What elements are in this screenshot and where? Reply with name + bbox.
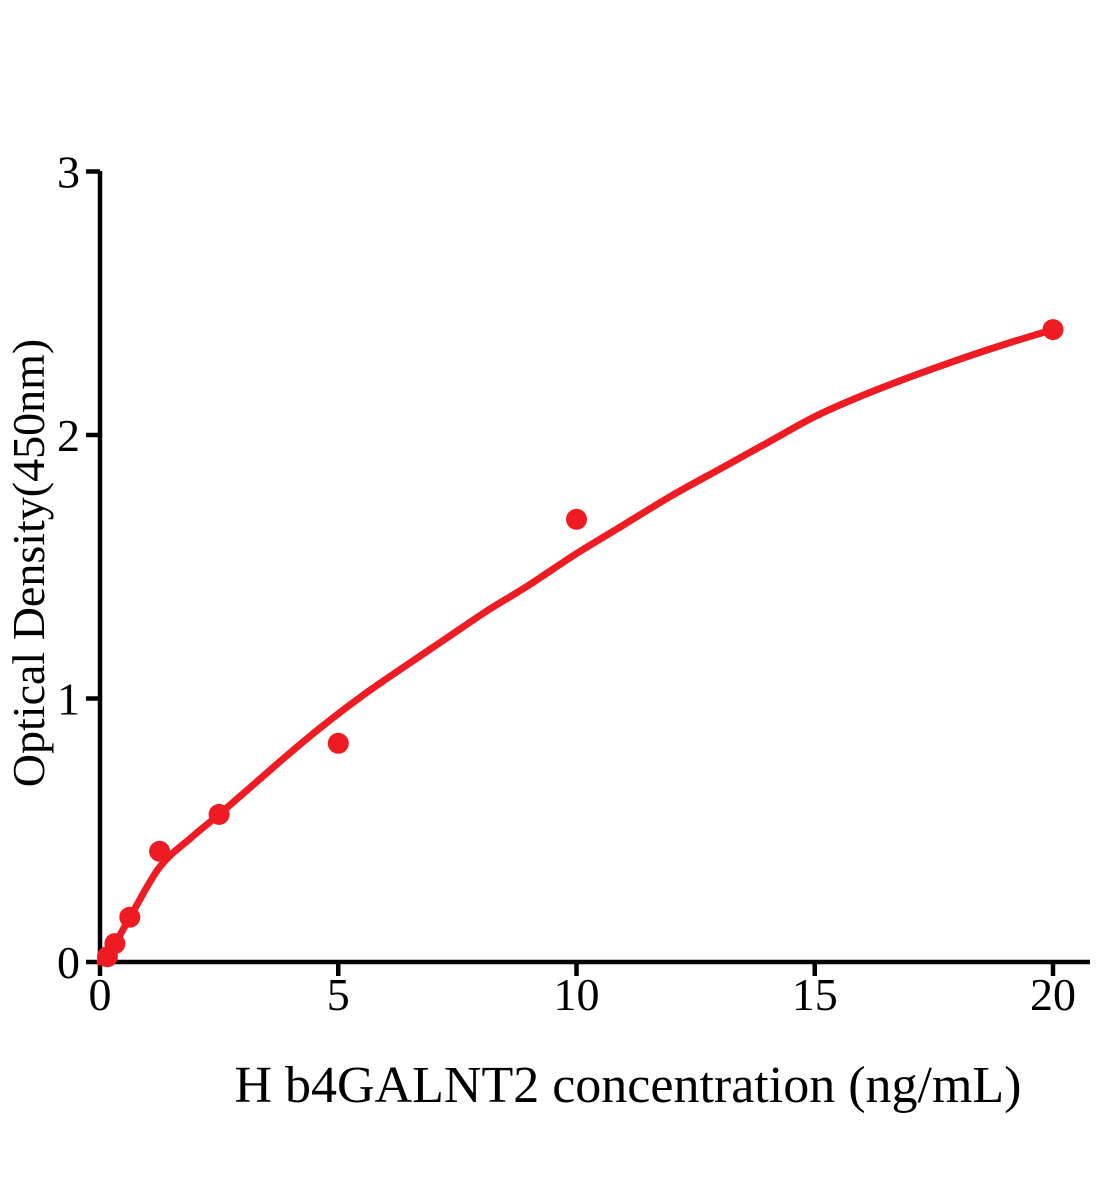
data-point-marker (104, 933, 126, 955)
y-tick-label: 3 (57, 147, 80, 198)
data-point-marker (149, 840, 171, 862)
y-tick-label: 2 (57, 410, 80, 461)
data-point-marker (119, 906, 141, 928)
fitted-curve-layer (96, 326, 1057, 966)
fitted-curve-path (96, 326, 1057, 966)
y-tick-label: 1 (57, 674, 80, 725)
x-tick-label: 15 (792, 969, 838, 1020)
x-axis-title: H b4GALNT2 concentration (ng/mL) (234, 1057, 1021, 1114)
data-point-marker (1042, 319, 1064, 341)
data-point-marker (327, 732, 349, 754)
x-tick-label: 10 (554, 969, 600, 1020)
x-tick-label: 5 (327, 969, 350, 1020)
axes-layer: 0 5 10 15 20 0 1 2 3 (57, 147, 1090, 1020)
y-axis-title: Optical Density(450nm) (3, 339, 54, 787)
x-tick-label: 0 (89, 969, 112, 1020)
y-tick-label: 0 (57, 937, 80, 988)
data-points-layer (96, 319, 1064, 968)
x-tick-label: 20 (1030, 969, 1076, 1020)
data-point-marker (566, 508, 587, 530)
data-point-marker (208, 803, 230, 825)
